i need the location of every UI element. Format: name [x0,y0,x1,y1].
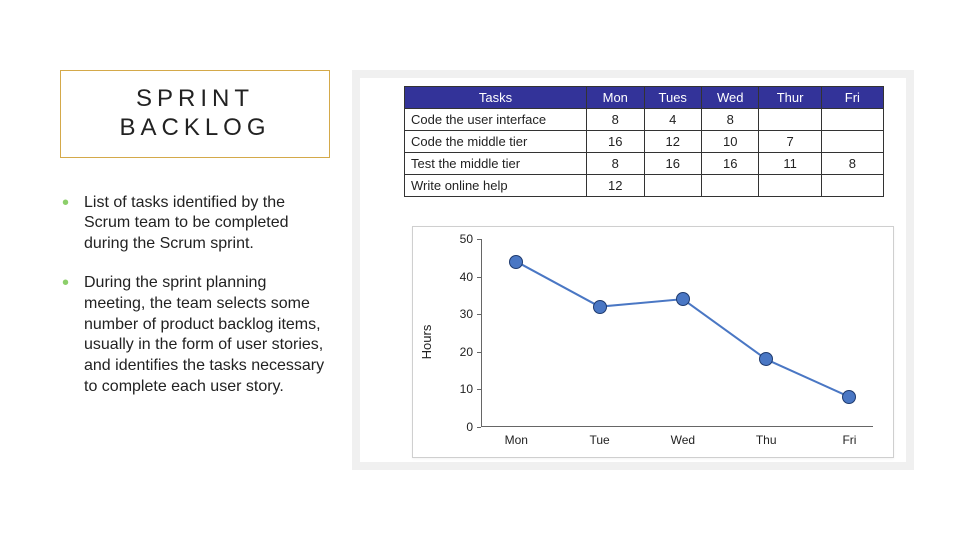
chart-marker [593,300,607,314]
table-header-cell: Tues [644,87,701,109]
xtick-label: Tue [589,427,609,447]
chart-marker [676,292,690,306]
task-value-cell: 10 [701,131,758,153]
task-value-cell: 16 [701,153,758,175]
table-header-cell: Fri [821,87,883,109]
chart-marker [842,390,856,404]
table-header-cell: Tasks [405,87,587,109]
chart-plot-area: 01020304050MonTueWedThuFri [481,239,873,427]
chart-ylabel: Hours [419,325,434,360]
xtick-label: Thu [756,427,777,447]
ytick-label: 20 [460,345,481,359]
task-value-cell [759,109,821,131]
left-column: SPRINT BACKLOG List of tasks identified … [60,70,330,416]
task-value-cell: 12 [644,131,701,153]
ytick-label: 40 [460,270,481,284]
ytick-label: 30 [460,307,481,321]
task-value-cell: 4 [644,109,701,131]
chart-line-svg [481,239,873,427]
table-row: Code the middle tier1612107 [405,131,884,153]
chart-marker [509,255,523,269]
ytick-label: 50 [460,232,481,246]
task-value-cell: 11 [759,153,821,175]
task-value-cell [644,175,701,197]
task-value-cell: 8 [587,109,644,131]
task-value-cell [821,175,883,197]
slide-title: SPRINT BACKLOG [60,70,330,158]
task-value-cell: 7 [759,131,821,153]
bullet-item: During the sprint planning meeting, the … [60,273,330,398]
task-value-cell: 12 [587,175,644,197]
ytick-label: 0 [466,420,481,434]
tasks-table: TasksMonTuesWedThurFriCode the user inte… [404,86,884,197]
task-name-cell: Code the middle tier [405,131,587,153]
task-name-cell: Code the user interface [405,109,587,131]
xtick-label: Wed [671,427,695,447]
task-name-cell: Write online help [405,175,587,197]
task-value-cell: 8 [821,153,883,175]
table-row: Write online help12 [405,175,884,197]
task-value-cell [821,131,883,153]
task-value-cell [821,109,883,131]
task-value-cell [759,175,821,197]
table-header-cell: Mon [587,87,644,109]
ytick-label: 10 [460,382,481,396]
task-name-cell: Test the middle tier [405,153,587,175]
tasks-table-wrap: TasksMonTuesWedThurFriCode the user inte… [404,86,884,197]
table-row: Code the user interface848 [405,109,884,131]
table-row: Test the middle tier81616118 [405,153,884,175]
table-header-cell: Thur [759,87,821,109]
bullet-item: List of tasks identified by the Scrum te… [60,193,330,255]
chart-line [516,262,849,397]
xtick-label: Fri [842,427,856,447]
task-value-cell [701,175,758,197]
xtick-label: Mon [505,427,528,447]
chart-marker [759,352,773,366]
task-value-cell: 8 [701,109,758,131]
burndown-chart: Hours 01020304050MonTueWedThuFri [412,226,894,458]
bullet-list: List of tasks identified by the Scrum te… [60,193,330,398]
task-value-cell: 16 [644,153,701,175]
table-header-cell: Wed [701,87,758,109]
task-value-cell: 8 [587,153,644,175]
task-value-cell: 16 [587,131,644,153]
figure-panel: TasksMonTuesWedThurFriCode the user inte… [352,70,914,470]
slide: SPRINT BACKLOG List of tasks identified … [0,0,960,540]
